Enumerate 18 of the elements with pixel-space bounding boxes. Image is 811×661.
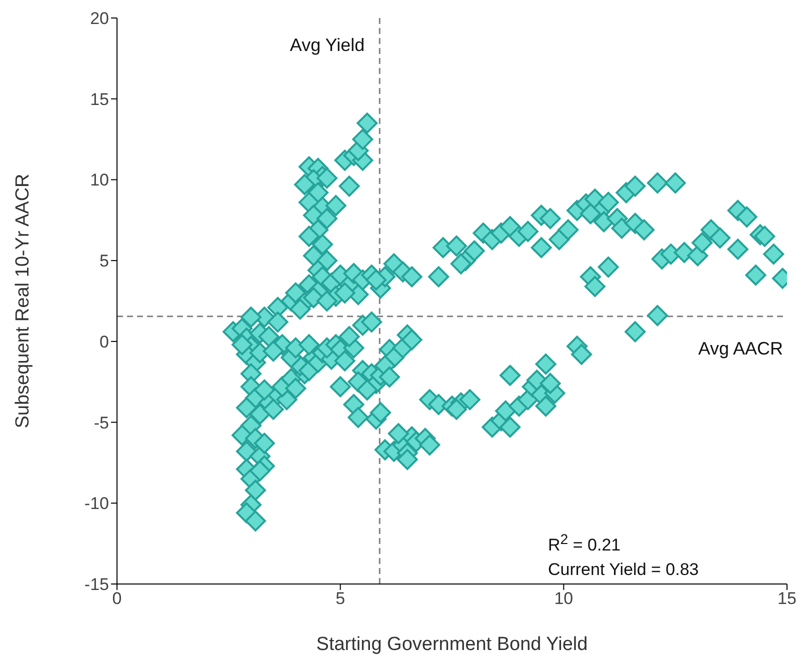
y-tick-label: -15 bbox=[84, 575, 109, 594]
y-axis-title: Subsequent Real 10-Yr AACR bbox=[12, 174, 34, 428]
y-tick-label: -10 bbox=[84, 494, 109, 514]
y-tick-label: 15 bbox=[90, 90, 109, 109]
x-tick-label: 0 bbox=[112, 589, 122, 608]
y-tick-label: 0 bbox=[100, 332, 109, 352]
x-tick-label: 5 bbox=[336, 589, 346, 608]
annotation: Current Yield = 0.83 bbox=[548, 558, 699, 581]
ref-line-label: Avg AACR bbox=[698, 338, 783, 358]
y-tick-label: -5 bbox=[94, 413, 109, 432]
x-axis-title: Starting Government Bond Yield bbox=[316, 634, 588, 655]
annotation: R$^{2}$ = 0.21 bbox=[548, 531, 622, 557]
x-tick-label: 15 bbox=[778, 589, 796, 608]
y-tick-label: 10 bbox=[90, 170, 109, 190]
x-tick-label: 10 bbox=[554, 589, 574, 608]
ref-line-label: Avg Yield bbox=[290, 35, 365, 55]
y-tick-label: 5 bbox=[100, 252, 109, 271]
y-tick-label: 20 bbox=[90, 9, 109, 28]
